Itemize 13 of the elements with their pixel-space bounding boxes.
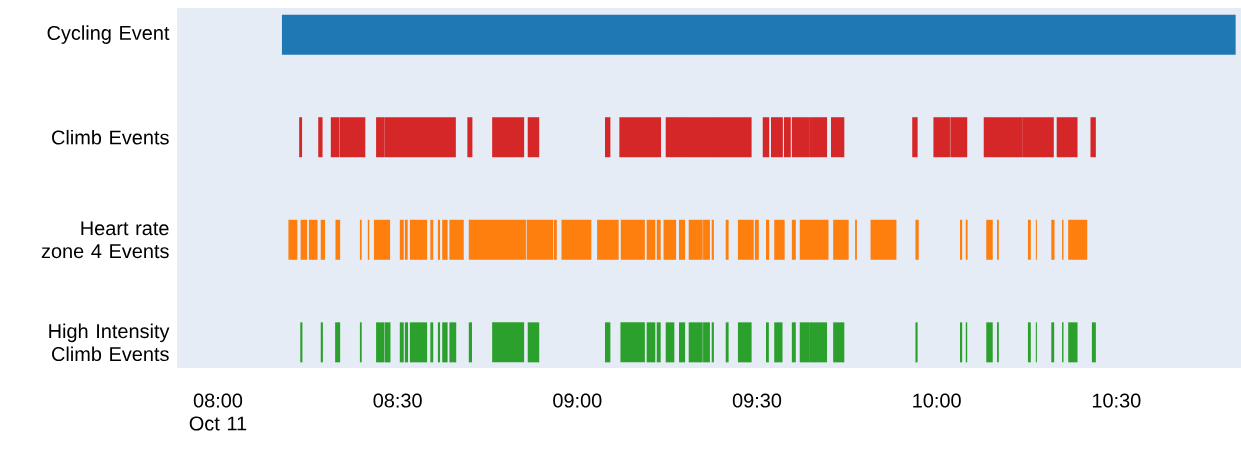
x-tick-label: 09:00 (553, 393, 602, 408)
y-tick-label: Heart rate zone 4 Events (41, 221, 169, 259)
bar (281, 14, 1236, 55)
bar (1068, 219, 1088, 260)
x-tick-label: 10:30 (1092, 393, 1141, 408)
y-tick-label: High Intensity Climb Events (49, 323, 170, 362)
x-tick-label: 08:30 (373, 393, 422, 408)
x-tick-label: 08:00 Oct 11 (189, 393, 247, 431)
bar (1051, 219, 1055, 260)
y-tick-label: Climb Events (52, 129, 169, 145)
x-tick-label: 10:00 (913, 393, 961, 408)
y-tick-label: Cycling Event (47, 25, 170, 44)
x-tick-label: 09:30 (732, 393, 782, 408)
